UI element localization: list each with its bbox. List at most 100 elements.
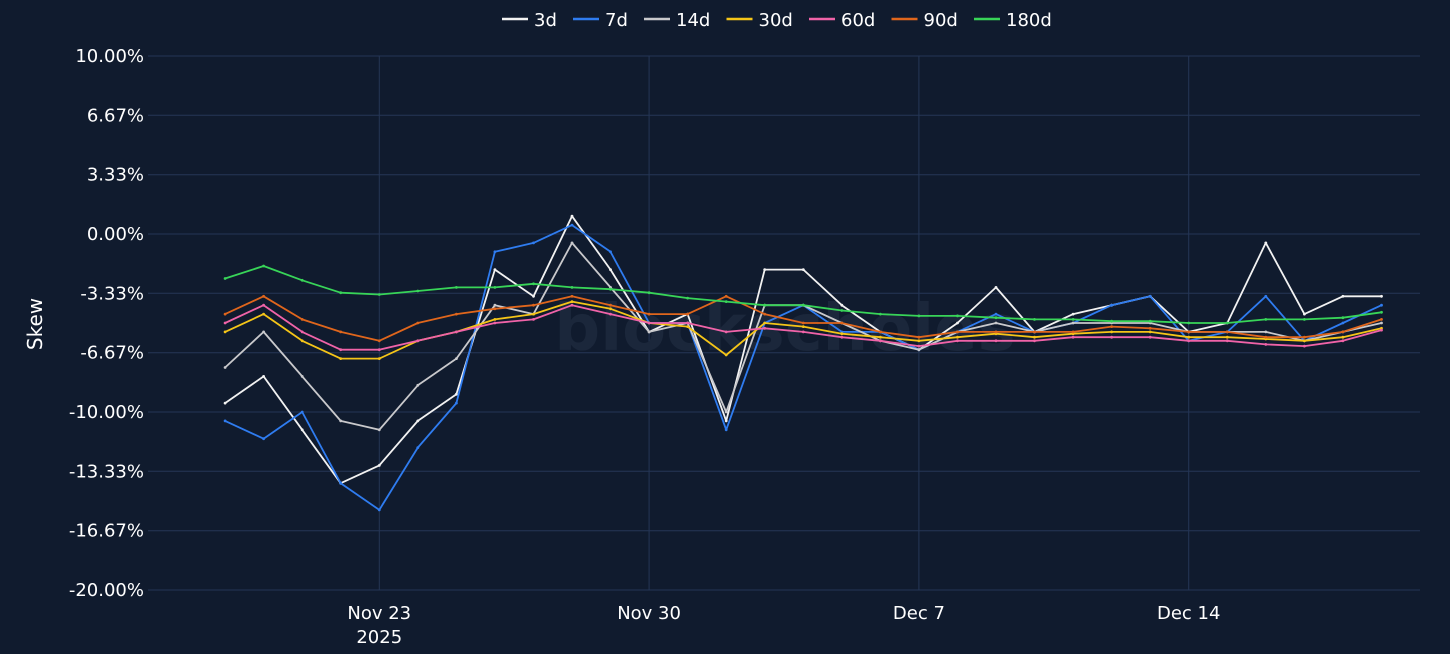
data-point-7d — [1110, 303, 1113, 307]
data-point-7d — [300, 410, 304, 414]
legend-item-7d[interactable]: 7d — [573, 10, 628, 31]
data-point-60d — [840, 335, 844, 339]
data-point-3d — [609, 268, 612, 271]
y-tick-label: -16.67% — [69, 521, 144, 542]
data-point-90d — [1071, 330, 1075, 334]
data-point-7d — [570, 223, 574, 227]
data-point-7d — [223, 419, 227, 423]
data-point-14d — [570, 241, 574, 245]
data-point-7d — [532, 241, 535, 245]
data-point-30d — [879, 335, 882, 339]
x-tick-sublabel: 2025 — [356, 627, 402, 648]
data-point-7d — [377, 508, 381, 512]
y-tick-label: -13.33% — [69, 461, 144, 482]
data-point-180d — [570, 286, 574, 289]
data-point-3d — [1071, 312, 1075, 316]
data-point-14d — [416, 383, 420, 387]
data-point-60d — [570, 303, 574, 307]
data-point-90d — [1187, 330, 1191, 334]
data-point-3d — [801, 268, 805, 271]
data-point-90d — [956, 330, 959, 334]
data-point-180d — [994, 316, 998, 320]
data-point-30d — [801, 325, 805, 328]
data-point-180d — [917, 314, 921, 318]
y-tick-label: 3.33% — [87, 165, 144, 186]
data-point-60d — [262, 303, 265, 307]
data-point-60d — [763, 326, 767, 330]
data-point-90d — [647, 312, 651, 316]
data-point-180d — [879, 312, 882, 316]
data-point-30d — [686, 325, 689, 328]
data-point-3d — [1264, 241, 1268, 245]
data-point-180d — [1380, 310, 1383, 314]
series-lines — [223, 214, 1383, 512]
legend: 3d 7d 14d 30d 60d 90d 180d — [502, 10, 1052, 31]
data-point-60d — [1264, 343, 1268, 346]
data-point-180d — [801, 303, 805, 307]
data-point-180d — [300, 278, 304, 282]
x-tick-label: Nov 23 — [347, 603, 411, 624]
data-point-7d — [455, 401, 458, 405]
data-point-14d — [339, 419, 343, 423]
legend-item-14d[interactable]: 14d — [644, 10, 710, 31]
data-point-180d — [647, 291, 651, 295]
data-point-7d — [1380, 303, 1383, 307]
data-point-90d — [763, 312, 767, 316]
data-point-7d — [493, 250, 497, 254]
data-point-90d — [801, 321, 805, 325]
data-point-3d — [1303, 312, 1306, 316]
legend-item-90d[interactable]: 90d — [891, 10, 958, 31]
data-point-60d — [416, 339, 420, 343]
data-point-60d — [339, 348, 343, 352]
data-point-3d — [570, 214, 574, 218]
legend-item-180d[interactable]: 180d — [974, 10, 1052, 31]
data-point-90d — [1303, 335, 1306, 339]
y-tick-label: 10.00% — [75, 46, 144, 67]
data-point-90d — [994, 330, 998, 334]
data-point-7d — [1148, 294, 1152, 298]
data-point-60d — [647, 321, 651, 325]
x-tick-label: Nov 30 — [617, 603, 681, 624]
data-point-90d — [455, 312, 458, 316]
data-point-60d — [300, 330, 304, 334]
data-point-60d — [532, 318, 535, 321]
data-point-180d — [493, 286, 497, 289]
data-point-3d — [532, 294, 535, 298]
data-point-60d — [1033, 339, 1036, 343]
data-point-3d — [493, 268, 497, 271]
y-tick-label: 6.67% — [87, 105, 144, 126]
data-point-30d — [840, 332, 844, 336]
data-point-14d — [223, 366, 227, 369]
data-point-90d — [1380, 318, 1383, 321]
data-point-90d — [416, 321, 420, 325]
data-point-180d — [1148, 319, 1152, 323]
legend-item-60d[interactable]: 60d — [809, 10, 875, 31]
data-point-60d — [1303, 344, 1306, 348]
data-point-3d — [262, 375, 265, 378]
data-point-60d — [801, 330, 805, 334]
data-point-60d — [1225, 339, 1229, 343]
data-point-3d — [377, 464, 381, 467]
data-point-180d — [1264, 318, 1268, 321]
data-point-90d — [879, 330, 882, 334]
data-point-30d — [724, 353, 728, 357]
y-tick-label: -10.00% — [69, 402, 144, 423]
data-point-90d — [1033, 330, 1036, 334]
legend-item-30d[interactable]: 30d — [726, 10, 793, 31]
data-point-3d — [1380, 294, 1383, 298]
data-point-180d — [1303, 318, 1306, 321]
data-point-60d — [493, 321, 497, 325]
data-point-180d — [532, 282, 535, 286]
data-point-3d — [994, 286, 998, 289]
data-point-7d — [994, 312, 998, 316]
data-point-90d — [377, 339, 381, 343]
data-point-30d — [1033, 335, 1036, 339]
data-point-90d — [724, 294, 728, 298]
data-point-180d — [223, 277, 227, 280]
data-point-30d — [339, 357, 343, 360]
data-point-3d — [455, 392, 458, 396]
legend-item-3d[interactable]: 3d — [502, 10, 557, 31]
data-point-180d — [1341, 316, 1345, 320]
data-point-180d — [686, 296, 689, 300]
data-point-60d — [1380, 328, 1383, 332]
